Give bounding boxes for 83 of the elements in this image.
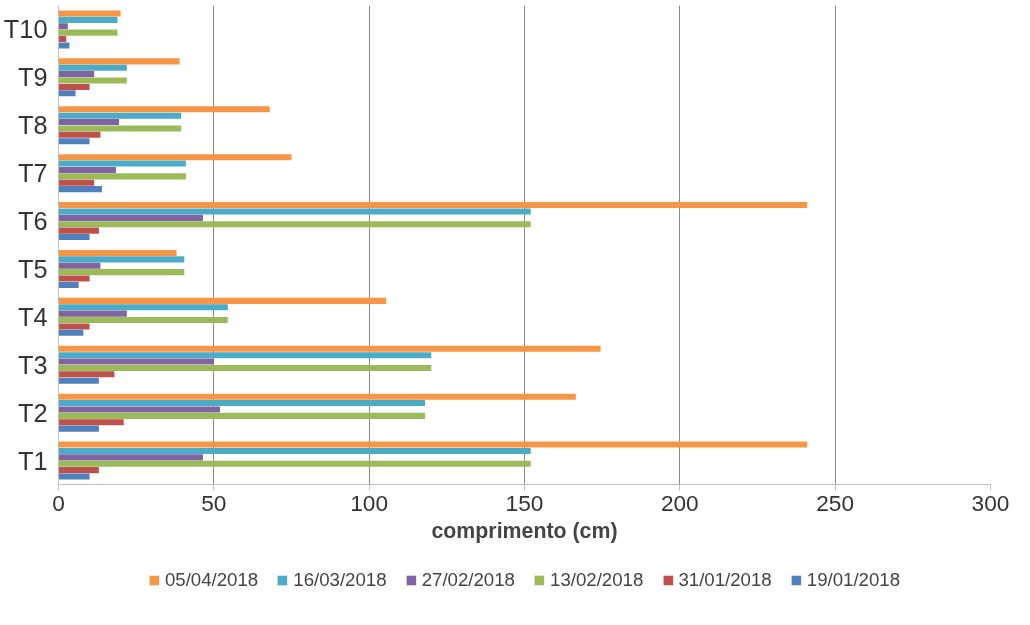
bar [58, 419, 124, 426]
bar [58, 371, 115, 378]
y-tick-label: T10 [3, 15, 48, 44]
y-tick-label: T9 [17, 63, 48, 92]
bar [58, 352, 432, 359]
bar [58, 358, 214, 365]
y-tick-label: T6 [17, 207, 48, 236]
bar [58, 112, 182, 119]
bar [58, 186, 102, 193]
x-tick-label: 300 [971, 489, 1010, 516]
bar [58, 29, 118, 36]
bar [58, 393, 576, 400]
bar [58, 173, 186, 180]
bar [58, 467, 99, 474]
bar [58, 64, 127, 71]
x-tick-label: 150 [505, 489, 544, 516]
bar [58, 160, 186, 167]
bar [58, 77, 127, 84]
x-axis-title: comprimento (cm) [431, 518, 618, 543]
bar [58, 23, 68, 30]
bar [58, 400, 426, 407]
bar [58, 425, 99, 432]
bar [58, 441, 808, 448]
bar [58, 275, 90, 282]
bar [58, 447, 531, 454]
bar [58, 83, 90, 90]
bar [58, 71, 95, 78]
x-tick-label: 50 [201, 489, 227, 516]
bar [58, 304, 228, 311]
bar [58, 131, 101, 138]
legend-label: 16/03/2018 [293, 569, 387, 591]
bar [58, 154, 292, 161]
bar [58, 406, 221, 413]
legend-label: 27/02/2018 [421, 569, 515, 591]
bar [58, 214, 203, 221]
y-tick-label: T7 [17, 159, 48, 188]
y-tick-label: T3 [17, 350, 48, 379]
y-tick-label: T1 [17, 446, 48, 475]
bar [58, 323, 90, 330]
bar [58, 138, 90, 145]
bar [58, 412, 426, 419]
bar [58, 364, 432, 371]
bar [58, 221, 531, 228]
y-tick-label: T4 [17, 302, 48, 331]
bar [58, 166, 116, 173]
bar [58, 310, 127, 317]
bar [58, 256, 185, 263]
bar [58, 281, 79, 288]
bar [58, 10, 121, 17]
bar [58, 202, 808, 209]
x-tick-label: 0 [52, 489, 65, 516]
bar [58, 329, 84, 336]
legend-label: 13/02/2018 [550, 569, 644, 591]
bar [58, 125, 182, 132]
x-tick-label: 200 [660, 489, 699, 516]
bar [58, 16, 118, 23]
bar [58, 297, 387, 304]
bar [58, 269, 185, 276]
x-tick-label: 250 [816, 489, 855, 516]
bar [58, 377, 99, 384]
legend-label: 31/01/2018 [678, 569, 772, 591]
bar [58, 345, 601, 352]
bar [58, 233, 90, 241]
bar [58, 460, 531, 467]
bar [58, 473, 90, 480]
bar [58, 106, 270, 113]
y-tick-label: T2 [17, 398, 48, 427]
x-tick-label: 100 [350, 489, 389, 516]
legend-label: 05/04/2018 [164, 569, 259, 591]
bar [58, 119, 120, 126]
bar [58, 249, 177, 257]
bar [58, 227, 99, 234]
bar [58, 317, 228, 324]
bar [58, 58, 180, 65]
y-tick-label: T8 [17, 111, 48, 140]
bar [58, 90, 76, 97]
legend-label: 19/01/2018 [806, 569, 901, 591]
bar [58, 454, 203, 461]
y-tick-label: T5 [17, 254, 48, 283]
bar [58, 208, 531, 215]
bar [58, 179, 95, 186]
bar [58, 262, 101, 269]
bar [58, 42, 70, 49]
